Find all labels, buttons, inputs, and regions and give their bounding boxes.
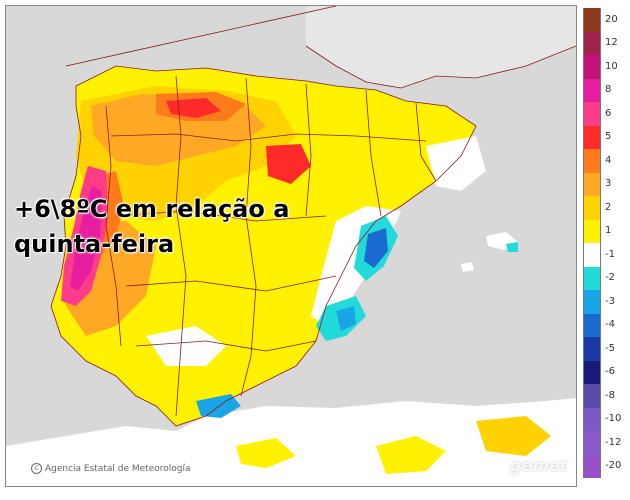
legend-swatch <box>583 125 601 149</box>
legend-swatch <box>583 290 601 314</box>
legend-label: 5 <box>605 131 612 143</box>
legend-label: 1 <box>605 225 612 237</box>
legend-swatch <box>583 149 601 173</box>
legend-label: 20 <box>605 13 618 25</box>
source-credit-text: Agencia Estatal de Meteorología <box>45 463 191 474</box>
legend-label: -6 <box>605 366 615 378</box>
legend-swatch <box>583 431 601 455</box>
legend-label: -1 <box>605 248 615 260</box>
legend-swatch <box>583 243 601 267</box>
legend-label: 2 <box>605 201 612 213</box>
anomaly-minus4-zone-valencia <box>364 228 388 268</box>
anomaly-5-zone-ebro <box>266 144 311 184</box>
ibiza-land <box>461 262 474 272</box>
anomaly-8-zone-portugal <box>70 186 102 291</box>
legend-label: -20 <box>605 460 622 472</box>
legend-swatch <box>583 313 601 337</box>
legend-swatch <box>583 384 601 408</box>
gemet-watermark-logo: gemet <box>510 456 568 475</box>
africa-anomaly-zone-1 <box>376 436 446 474</box>
headline-line-1: +6\8ºC em relação a <box>14 195 290 223</box>
legend-label: 10 <box>605 60 618 72</box>
anomaly-minus3-zone-murcia <box>336 306 356 331</box>
headline-line-2: quinta-feira <box>14 230 175 258</box>
copyright-icon: C <box>31 463 42 474</box>
legend-swatch <box>583 407 601 431</box>
legend-label: -12 <box>605 436 622 448</box>
legend-swatch <box>583 31 601 55</box>
legend-label: -2 <box>605 272 615 284</box>
legend-swatch <box>583 360 601 384</box>
legend-swatch <box>583 219 601 243</box>
mallorca-cold-zone <box>506 242 518 252</box>
source-credit: C Agencia Estatal de Meteorología <box>31 463 191 474</box>
legend-label: 12 <box>605 37 618 49</box>
north-africa-land <box>6 398 576 486</box>
province-boundaries <box>50 6 477 427</box>
legend-swatch <box>583 102 601 126</box>
africa-anomaly-zone-2 <box>476 416 551 456</box>
legend-label: 4 <box>605 154 612 166</box>
legend-label: -5 <box>605 342 615 354</box>
neutral-zone-south <box>146 326 226 366</box>
legend-swatch <box>583 8 601 32</box>
legend-swatch <box>583 172 601 196</box>
legend-label: -3 <box>605 295 615 307</box>
legend-swatch <box>583 78 601 102</box>
legend-label: 8 <box>605 84 612 96</box>
legend-swatch <box>583 196 601 220</box>
temperature-anomaly-map <box>5 5 577 487</box>
legend-label: -10 <box>605 413 622 425</box>
anomaly-5-zone-cantabria <box>166 98 221 118</box>
legend-label: 3 <box>605 178 612 190</box>
legend-swatch <box>583 55 601 79</box>
color-legend: 20 12 10 8 6 5 4 3 2 1 -1 -2 -3 -4 -5 -6 -8 -10 -12 -20 <box>583 8 623 478</box>
iberia-map-svg <box>6 6 576 486</box>
france-border <box>305 45 576 89</box>
legend-label: 6 <box>605 107 612 119</box>
legend-swatch <box>583 337 601 361</box>
legend-swatch <box>583 266 601 290</box>
legend-label: -4 <box>605 319 615 331</box>
legend-label: -8 <box>605 389 615 401</box>
africa-anomaly-zone-3 <box>236 438 296 468</box>
neutral-zone-catalonia <box>426 136 486 191</box>
legend-swatch <box>583 454 601 478</box>
anomaly-minus3-zone-malaga <box>196 394 241 418</box>
france-land <box>306 6 576 88</box>
